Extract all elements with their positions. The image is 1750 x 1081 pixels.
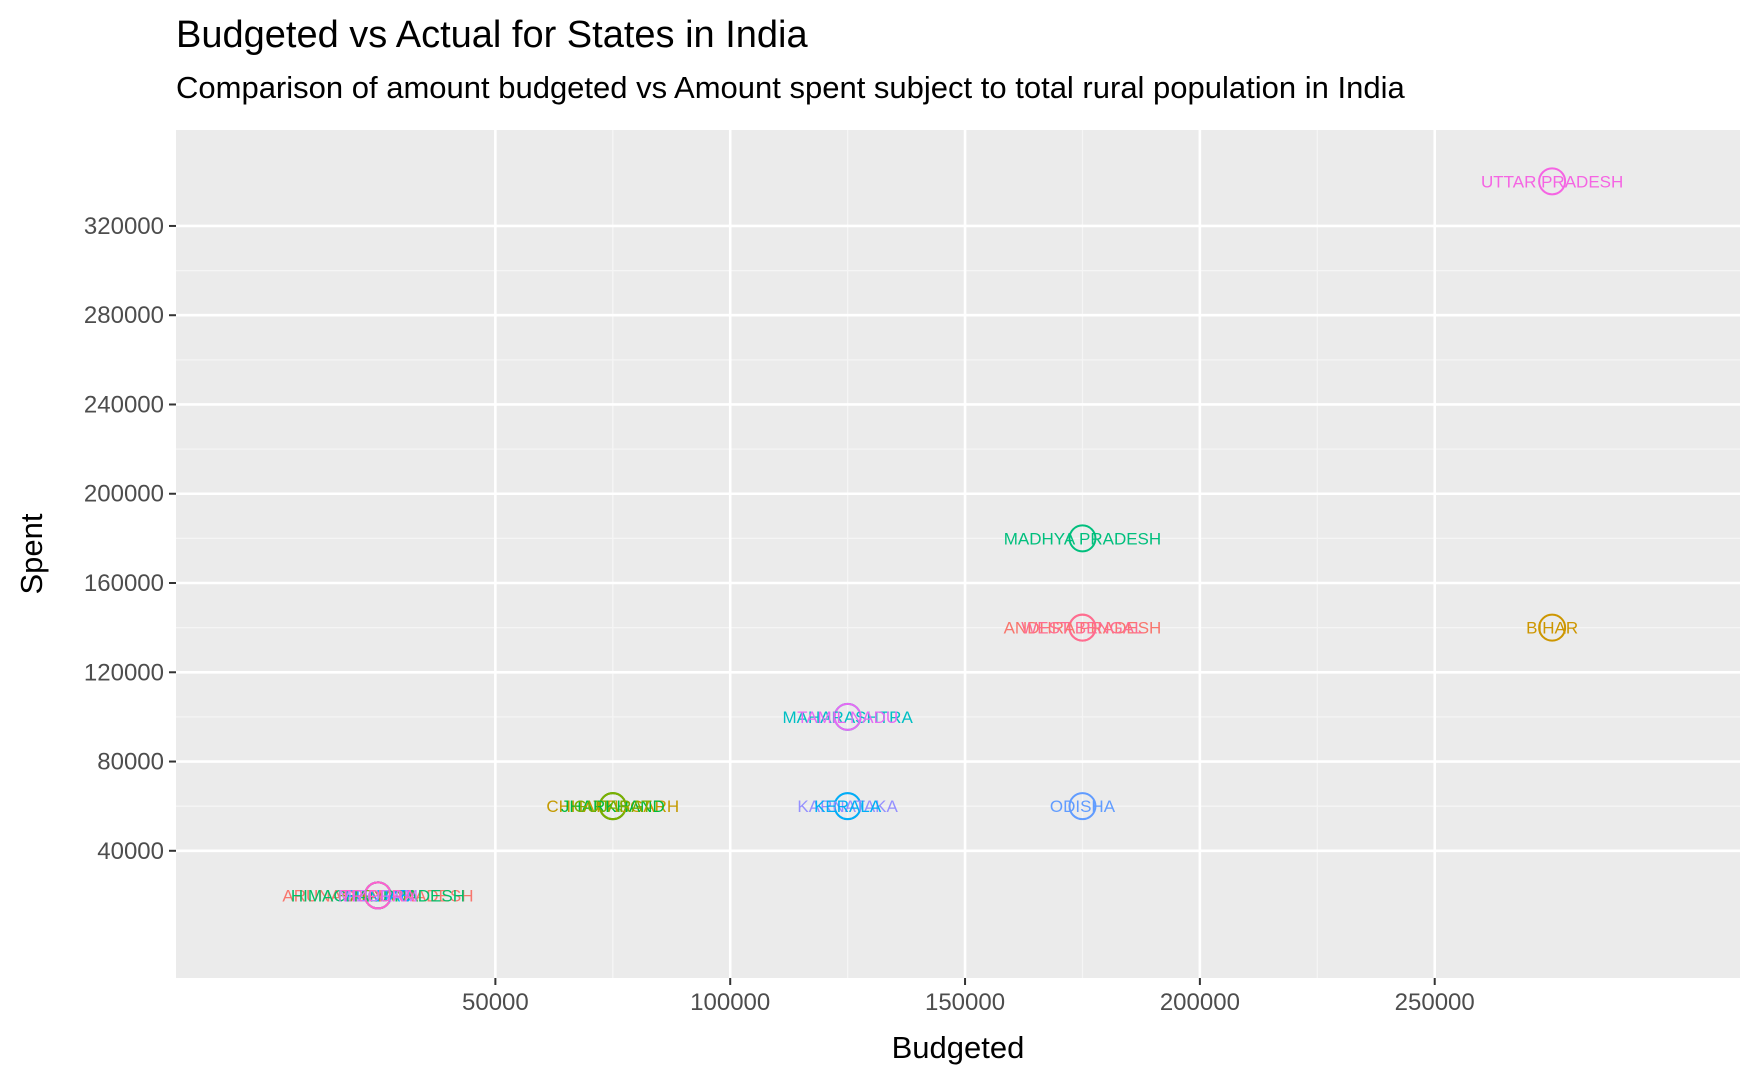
chart-subtitle: Comparison of amount budgeted vs Amount … xyxy=(176,70,1405,105)
point-label: ODISHA xyxy=(1050,797,1116,816)
y-tick-label: 200000 xyxy=(84,481,164,508)
point-label: CHHATTISGARH xyxy=(546,797,679,816)
x-tick-label: 200000 xyxy=(1160,989,1240,1016)
data-point xyxy=(833,702,862,731)
data-point xyxy=(1068,792,1097,821)
data-point xyxy=(1538,613,1567,642)
point-label: MIZORAM xyxy=(338,886,418,905)
point-label: KERALA xyxy=(814,797,882,816)
y-tick-label: 280000 xyxy=(84,302,164,329)
point-label: UTTAR PRADESH xyxy=(1481,172,1623,191)
data-point xyxy=(1068,524,1097,553)
point-label: ARUNACHAL PRADESH xyxy=(282,886,473,905)
x-tick-label: 100000 xyxy=(690,989,770,1016)
y-axis-title: Spent xyxy=(14,513,49,594)
point-label: GUJARAT xyxy=(574,797,652,816)
point-label: BIHAR xyxy=(1526,619,1578,638)
point-label: TRIPURA xyxy=(341,886,416,905)
data-point xyxy=(1068,613,1097,642)
data-point xyxy=(1538,167,1567,196)
data-point xyxy=(363,881,392,910)
grid-lines xyxy=(176,130,1740,978)
point-label: KARNATAKA xyxy=(797,797,898,816)
x-tick-label: 250000 xyxy=(1395,989,1475,1016)
y-tick-label: 120000 xyxy=(84,659,164,686)
y-tick-label: 320000 xyxy=(84,213,164,240)
data-point xyxy=(833,792,862,821)
x-tick-label: 150000 xyxy=(925,989,1005,1016)
y-tick-label: 80000 xyxy=(97,749,164,776)
y-tick-label: 40000 xyxy=(97,838,164,865)
data-point xyxy=(598,792,627,821)
chart-title: Budgeted vs Actual for States in India xyxy=(176,14,808,56)
data-points: UTTAR PRADESH MADHYA PRADESH ANDHRA PRADES… xyxy=(282,167,1623,910)
point-label: WEST BENGAL xyxy=(1021,619,1144,638)
point-label: HARYANA xyxy=(338,886,419,905)
point-label: PUNJAB xyxy=(344,886,411,905)
point-label: JHARKHAND xyxy=(561,797,665,816)
point-label: MADHYA PRADESH xyxy=(1004,529,1161,548)
y-axis-ticks: 40000 80000 120000 160000 200000 240000 280000… xyxy=(84,213,176,865)
point-label: ANDHRA PRADESH xyxy=(1004,619,1162,638)
point-label: TAMIL NADU xyxy=(797,708,898,727)
x-tick-label: 50000 xyxy=(462,989,529,1016)
point-label: MAHARASHTRA xyxy=(782,708,913,727)
x-axis-title: Budgeted xyxy=(892,1030,1025,1065)
y-tick-label: 240000 xyxy=(84,391,164,418)
x-axis-ticks: 50000 100000 150000 200000 250000 xyxy=(462,978,1475,1016)
point-label: HIMACHAL PRADESH xyxy=(291,886,465,905)
y-tick-label: 160000 xyxy=(84,570,164,597)
plot-panel xyxy=(176,130,1740,978)
